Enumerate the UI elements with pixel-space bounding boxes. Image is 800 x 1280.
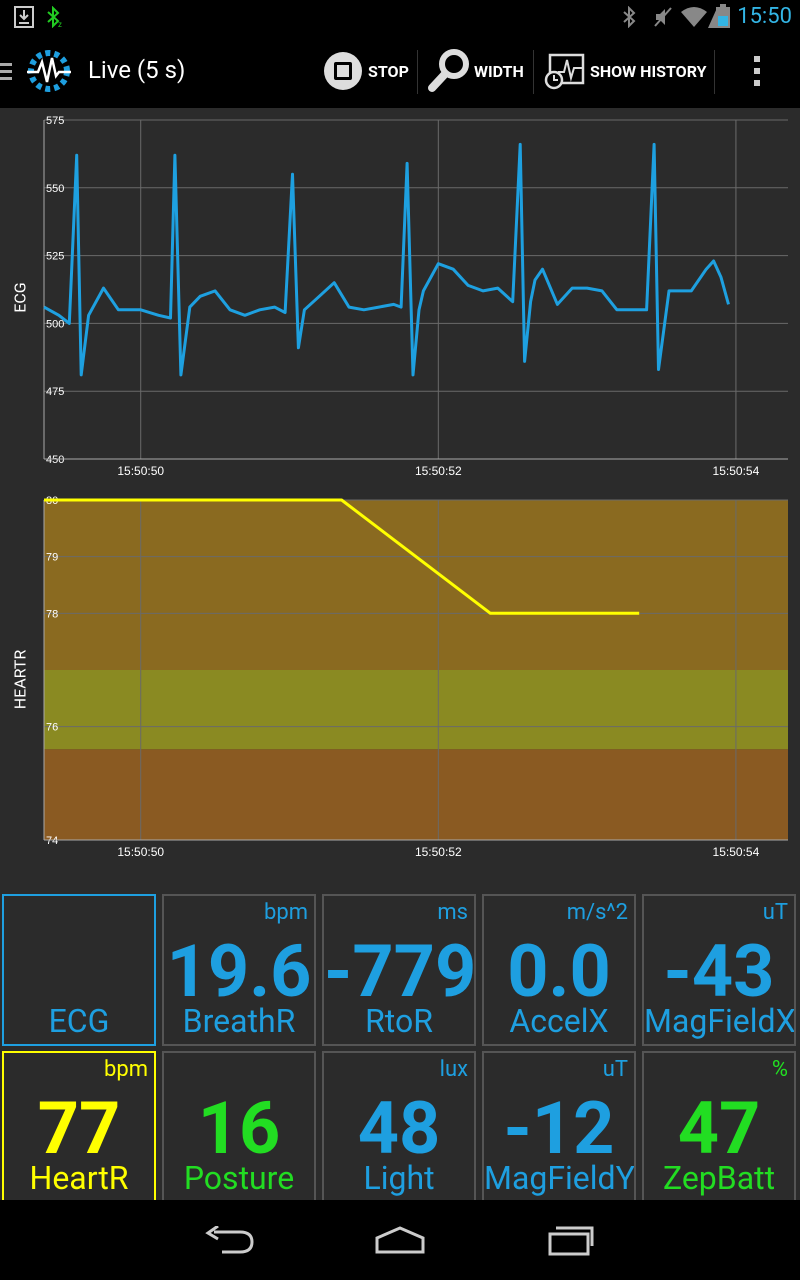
signal-icon xyxy=(708,8,717,28)
x-tick-label: 15:50:54 xyxy=(713,845,760,859)
tile-unit: ms xyxy=(437,900,468,925)
tile-unit: bpm xyxy=(104,1057,148,1082)
tile-value: 0.0 xyxy=(507,929,611,1014)
y-tick-label: 74 xyxy=(46,835,58,847)
tile-value: -12 xyxy=(503,1086,615,1171)
sensor-tile-light[interactable]: lux 48 Light xyxy=(322,1051,476,1203)
ecg-chart[interactable]: 575 550 525 500 475 450 15:50:50 15:50:52 15:50:… xyxy=(0,108,800,488)
sensor-tile-magfieldy[interactable]: uT -12 MagFieldY xyxy=(482,1051,636,1203)
tile-value: -43 xyxy=(663,929,775,1014)
more-vert-icon xyxy=(754,56,760,86)
tile-value: -779 xyxy=(324,929,476,1014)
show-history-button[interactable]: SHOW HISTORY xyxy=(544,34,707,108)
stop-icon xyxy=(324,52,362,90)
recent-apps-icon[interactable] xyxy=(546,1224,596,1256)
tile-unit: % xyxy=(771,1057,788,1082)
y-tick-label: 500 xyxy=(46,318,64,330)
tile-name: MagFieldY xyxy=(484,1159,635,1197)
stop-button[interactable]: STOP xyxy=(322,34,409,108)
sensor-tile-zepbatt[interactable]: % 47 ZepBatt xyxy=(642,1051,796,1203)
sensor-tile-posture[interactable]: 16 Posture xyxy=(162,1051,316,1203)
y-tick-label: 76 xyxy=(46,722,58,734)
tile-unit: uT xyxy=(762,900,788,925)
page-title: Live (5 s) xyxy=(88,56,186,84)
action-bar: Live (5 s) STOP WIDTH SHOW HISTORY xyxy=(0,34,800,108)
divider xyxy=(417,50,418,94)
divider xyxy=(714,50,715,94)
sensor-tile-ecg[interactable]: ECG xyxy=(2,894,156,1046)
tile-name: RtoR xyxy=(365,1002,433,1040)
tile-value: 47 xyxy=(677,1086,761,1171)
tile-value: 48 xyxy=(357,1086,441,1171)
tile-name: HeartR xyxy=(29,1159,129,1197)
sensor-tile-rtor[interactable]: ms -779 RtoR xyxy=(322,894,476,1046)
navigation-bar xyxy=(0,1200,800,1280)
tile-value: 16 xyxy=(197,1086,281,1171)
sensor-tile-heartr[interactable]: bpm 77 HeartR xyxy=(2,1051,156,1203)
clock: 15:50 xyxy=(737,4,792,29)
tile-unit: uT xyxy=(602,1057,628,1082)
y-tick-label: 550 xyxy=(46,183,64,195)
y-tick-label: 525 xyxy=(46,251,64,263)
app-home-button[interactable] xyxy=(0,34,84,108)
x-tick-label: 15:50:50 xyxy=(117,845,164,859)
svg-text:z: z xyxy=(58,20,62,28)
overflow-menu-button[interactable] xyxy=(736,34,780,108)
tile-name: Posture xyxy=(183,1159,295,1197)
tile-value: 77 xyxy=(37,1086,121,1171)
tile-name: Light xyxy=(363,1159,435,1197)
divider xyxy=(533,50,534,94)
bluetooth-icon xyxy=(623,6,636,28)
tile-value: 19.6 xyxy=(166,929,312,1014)
y-tick-label: 575 xyxy=(46,115,64,127)
tile-unit: lux xyxy=(439,1057,468,1082)
sensor-tile-magfieldx[interactable]: uT -43 MagFieldX xyxy=(642,894,796,1046)
y-tick-label: 450 xyxy=(46,454,64,466)
sensor-tile-breathr[interactable]: bpm 19.6 BreathR xyxy=(162,894,316,1046)
back-icon[interactable] xyxy=(204,1226,256,1254)
tile-name: MagFieldX xyxy=(644,1002,796,1040)
show-history-label: SHOW HISTORY xyxy=(590,61,707,81)
dashboard-content: ECG 575 550 525 500 475 450 15:50:50 15:50:52 15… xyxy=(0,108,800,1203)
y-tick-label: 78 xyxy=(46,608,58,620)
home-icon[interactable] xyxy=(374,1226,426,1254)
threshold-band xyxy=(44,500,788,670)
download-icon xyxy=(14,6,34,28)
threshold-band xyxy=(44,670,788,750)
y-tick-label: 79 xyxy=(46,552,58,564)
bluetooth-zephyr-icon: z xyxy=(47,6,62,28)
threshold-band xyxy=(44,749,788,840)
magnifier-icon xyxy=(428,49,469,92)
history-chart-icon xyxy=(544,53,585,90)
width-button[interactable]: WIDTH xyxy=(428,34,524,108)
wifi-icon xyxy=(681,7,707,27)
battery-icon xyxy=(716,4,730,28)
sensor-tile-accelx[interactable]: m/s^2 0.0 AccelX xyxy=(482,894,636,1046)
tile-unit: m/s^2 xyxy=(566,900,628,925)
app-logo-icon xyxy=(27,50,71,92)
x-tick-label: 15:50:52 xyxy=(415,464,462,478)
tile-name: AccelX xyxy=(509,1002,609,1040)
mute-icon xyxy=(654,7,672,27)
status-bar: z 15:50 xyxy=(0,0,800,34)
x-tick-label: 15:50:52 xyxy=(415,845,462,859)
tile-name: BreathR xyxy=(182,1002,296,1040)
menu-drawer-icon xyxy=(0,63,12,80)
series-line xyxy=(43,142,730,377)
x-tick-label: 15:50:50 xyxy=(117,464,164,478)
tile-name: ZepBatt xyxy=(662,1159,776,1197)
stop-label: STOP xyxy=(368,61,409,81)
y-tick-label: 475 xyxy=(46,386,64,398)
x-tick-label: 15:50:54 xyxy=(713,464,760,478)
tile-unit: bpm xyxy=(264,900,308,925)
tile-name: ECG xyxy=(48,1002,110,1040)
width-label: WIDTH xyxy=(474,61,524,81)
series-line xyxy=(44,498,640,615)
